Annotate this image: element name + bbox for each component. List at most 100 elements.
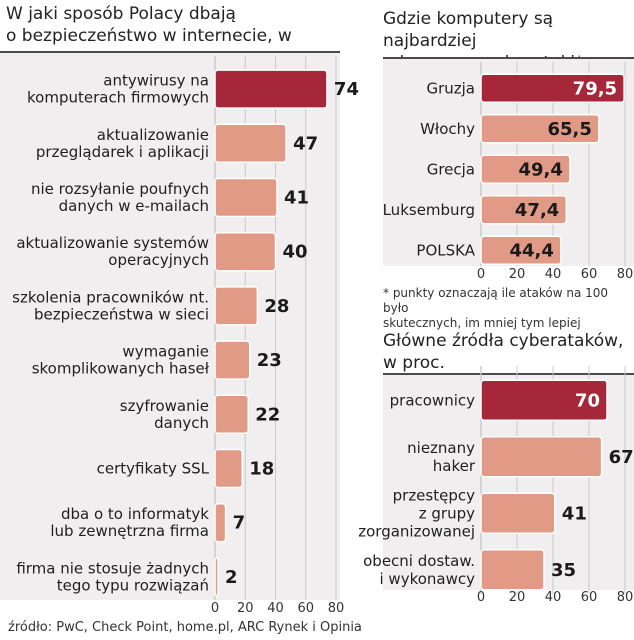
chart1-category-label: certyfikaty SSL — [97, 460, 210, 478]
chart2-tick-label: 80 — [617, 267, 634, 282]
chart1-tick-label: 0 — [211, 601, 219, 616]
category-label-line: firma nie stosuje żadnych — [16, 559, 209, 577]
chart3-value-label: 67 — [609, 447, 634, 468]
category-label-line: danych w e-mailach — [59, 197, 209, 215]
category-label-line: pracownicy — [390, 391, 475, 409]
category-label-line: przestępcy — [393, 486, 475, 504]
category-label-line: nie rozsyłanie poufnych — [31, 180, 209, 198]
chart3-category-label: przestępcy z grupy zorganizowanej — [358, 486, 475, 540]
category-label-line: nieznany — [407, 439, 475, 457]
category-label-line: Luksemburg — [383, 201, 475, 219]
category-label-line: bezpieczeństwa w sieci — [34, 305, 209, 323]
chart3-category-label: obecni dostaw. i wykonawcy — [363, 552, 475, 588]
chart1-category-label: antywirusy na komputerach firmowych — [27, 72, 209, 107]
chart3-bar — [480, 379, 608, 421]
category-label-line: Włochy — [420, 120, 475, 138]
chart1-bar — [214, 286, 259, 326]
category-label-line: skomplikowanych haseł — [32, 360, 210, 378]
chart1-value-label: 22 — [255, 404, 280, 425]
right-bottom-rule — [383, 373, 634, 375]
chart2-value-label: 47,4 — [515, 200, 559, 221]
chart3-value-label: 35 — [551, 560, 576, 581]
chart1-value-label: 18 — [249, 459, 274, 480]
chart3-value-label: 70 — [575, 390, 600, 411]
chart3-title: Główne źródła cyberataków, w proc. — [383, 330, 633, 374]
category-label-line: komputerach firmowych — [27, 89, 209, 107]
chart2-category-label: Luksemburg — [383, 201, 475, 219]
category-label-line: danych — [154, 414, 209, 432]
left-top-rule — [0, 51, 340, 53]
chart2-bar — [480, 235, 562, 265]
chart3-tick-label: 0 — [477, 590, 485, 605]
category-label-line: szyfrowanie — [120, 397, 209, 415]
chart2-tick-label: 60 — [581, 267, 598, 282]
chart3-tick-label: 60 — [581, 590, 598, 605]
chart1-category-label: aktualizowanie systemów operacyjnych — [16, 234, 209, 269]
category-label-line: tego typu rozwiązań — [57, 576, 209, 594]
category-label-line: i wykonawcy — [379, 570, 475, 588]
category-label-line: operacyjnych — [108, 251, 209, 269]
chart3-value-label: 41 — [562, 503, 587, 524]
chart2-footnote-line2: skutecznych, im mniej tym lepiej — [383, 316, 581, 330]
chart1-category-label: nie rozsyłanie poufnych danych w e-mailac… — [31, 180, 209, 215]
chart1-tick-label: 40 — [267, 601, 284, 616]
chart3-tick-label: 40 — [545, 590, 562, 605]
category-label-line: aktualizowanie systemów — [16, 234, 209, 252]
chart1-bar — [214, 557, 219, 597]
category-label-line: obecni dostaw. — [363, 552, 475, 570]
chart1-value-label: 23 — [257, 350, 282, 371]
chart3-bar — [480, 436, 603, 478]
chart3-category-label: pracownicy — [390, 391, 475, 409]
chart1-value-label: 28 — [264, 296, 289, 317]
chart2-tick-label: 20 — [509, 267, 526, 282]
chart2-value-label: 65,5 — [547, 119, 591, 140]
chart2-category-label: POLSKA — [416, 241, 475, 259]
category-label-line: z grupy — [419, 504, 475, 522]
chart2-value-label: 49,4 — [518, 159, 562, 180]
chart1-tick-label: 60 — [297, 601, 314, 616]
source-note: źródło: PwC, Check Point, home.pl, ARC R… — [8, 620, 362, 635]
chart1-bar — [214, 340, 251, 380]
chart2-value-label: 79,5 — [573, 78, 617, 99]
chart3-title-line2: w proc. — [383, 353, 445, 373]
chart2-bar — [480, 154, 571, 184]
category-label-line: przeglądarek i aplikacji — [36, 143, 209, 161]
chart1-value-label: 47 — [293, 133, 318, 154]
category-label-line: lub zewnętrzna firma — [50, 522, 209, 540]
chart1-category-label: szkolenia pracowników nt. bezpieczeństwa … — [12, 288, 209, 323]
chart2-tick-label: 0 — [477, 267, 485, 282]
category-label-line: antywirusy na — [103, 72, 209, 90]
category-label-line: wymaganie — [122, 343, 209, 361]
category-label-line: dba o to informatyk — [61, 505, 209, 523]
chart1-value-label: 2 — [225, 567, 238, 588]
category-label-line: zorganizowanej — [358, 522, 475, 540]
chart1-bar — [214, 123, 287, 164]
chart1-category-label: aktualizowanie przeglądarek i aplikacji — [36, 126, 209, 161]
chart1-bar — [214, 502, 227, 543]
chart2-footnote: * punkty oznaczają ile ataków na 100 był… — [383, 286, 633, 331]
chart2-category-label: Gruzja — [426, 79, 475, 97]
chart2-bar — [480, 73, 625, 103]
category-label-line: Gruzja — [426, 79, 475, 97]
chart1-bar — [214, 394, 250, 435]
chart2-value-label: 44,4 — [509, 240, 553, 261]
category-label-line: szkolenia pracowników nt. — [12, 288, 209, 306]
chart3-title-line1: Główne źródła cyberataków, — [383, 331, 624, 351]
chart3-tick-label: 80 — [617, 590, 634, 605]
chart1-category-label: szyfrowanie danych — [120, 397, 209, 432]
chart1-title-line1: W jaki sposób Polacy dbają — [6, 4, 236, 24]
category-label-line: Grecja — [427, 160, 475, 178]
chart1-value-label: 74 — [334, 79, 359, 100]
chart1-category-label: wymaganie skomplikowanych haseł — [32, 343, 210, 378]
chart3-bar — [480, 549, 545, 591]
chart1-tick-label: 80 — [328, 601, 345, 616]
chart3-tick-label: 20 — [509, 590, 526, 605]
chart3-bar — [480, 492, 556, 534]
category-label-line: POLSKA — [416, 241, 475, 259]
category-label-line: aktualizowanie — [97, 126, 209, 144]
chart2-tick-label: 40 — [545, 267, 562, 282]
chart2-bar — [480, 195, 568, 225]
chart1-value-label: 40 — [283, 242, 308, 263]
chart1-bar — [214, 177, 278, 218]
